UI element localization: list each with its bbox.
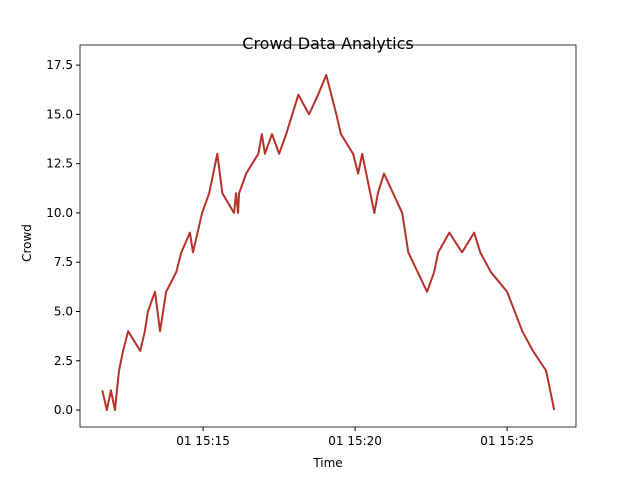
y-tick-label: 10.0 [46,206,73,220]
y-tick-label: 12.5 [46,157,73,171]
plot-frame [79,44,577,428]
y-tick-label: 15.0 [46,107,73,121]
data-line [101,73,556,412]
x-tick-label: 01 15:25 [480,434,534,448]
x-tick-label: 01 15:15 [176,434,230,448]
y-axis-label: Crowd [20,224,34,262]
y-tick-label: 7.5 [54,255,73,269]
x-tick-label: 01 15:20 [328,434,382,448]
y-tick-label: 0.0 [54,403,73,417]
y-tick-label: 2.5 [54,354,73,368]
y-tick-label: 5.0 [54,304,73,318]
chart-title: Crowd Data Analytics [242,34,413,53]
x-axis-label: Time [312,456,342,470]
y-tick-label: 17.5 [46,58,73,72]
